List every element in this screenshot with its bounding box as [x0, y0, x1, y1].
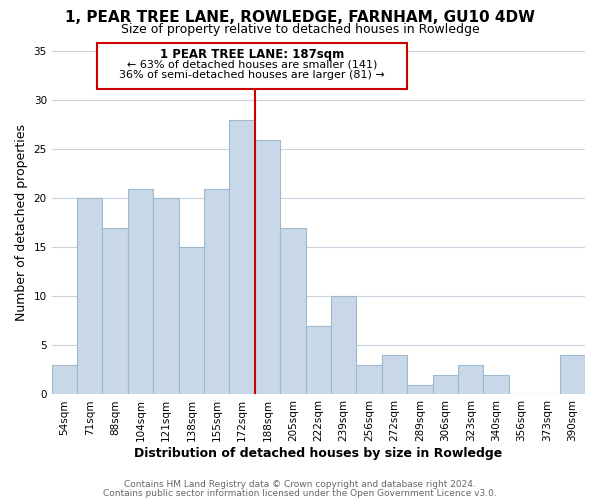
Bar — [52, 365, 77, 394]
Text: 1, PEAR TREE LANE, ROWLEDGE, FARNHAM, GU10 4DW: 1, PEAR TREE LANE, ROWLEDGE, FARNHAM, GU… — [65, 10, 535, 25]
Bar — [331, 296, 356, 394]
Bar — [204, 188, 229, 394]
Bar — [103, 228, 128, 394]
Bar — [229, 120, 255, 394]
Bar — [433, 375, 458, 394]
Bar — [77, 198, 103, 394]
Bar — [458, 365, 484, 394]
Bar — [356, 365, 382, 394]
X-axis label: Distribution of detached houses by size in Rowledge: Distribution of detached houses by size … — [134, 447, 502, 460]
Text: Contains HM Land Registry data © Crown copyright and database right 2024.: Contains HM Land Registry data © Crown c… — [124, 480, 476, 489]
Text: Size of property relative to detached houses in Rowledge: Size of property relative to detached ho… — [121, 22, 479, 36]
Text: 36% of semi-detached houses are larger (81) →: 36% of semi-detached houses are larger (… — [119, 70, 385, 80]
Bar — [484, 375, 509, 394]
Bar — [179, 248, 204, 394]
FancyBboxPatch shape — [97, 44, 407, 88]
Text: Contains public sector information licensed under the Open Government Licence v3: Contains public sector information licen… — [103, 488, 497, 498]
Bar — [280, 228, 305, 394]
Bar — [128, 188, 153, 394]
Bar — [153, 198, 179, 394]
Bar — [382, 355, 407, 395]
Bar — [407, 384, 433, 394]
Bar — [255, 140, 280, 394]
Y-axis label: Number of detached properties: Number of detached properties — [15, 124, 28, 322]
Text: ← 63% of detached houses are smaller (141): ← 63% of detached houses are smaller (14… — [127, 59, 377, 69]
Text: 1 PEAR TREE LANE: 187sqm: 1 PEAR TREE LANE: 187sqm — [160, 48, 344, 62]
Bar — [560, 355, 585, 395]
Bar — [305, 326, 331, 394]
